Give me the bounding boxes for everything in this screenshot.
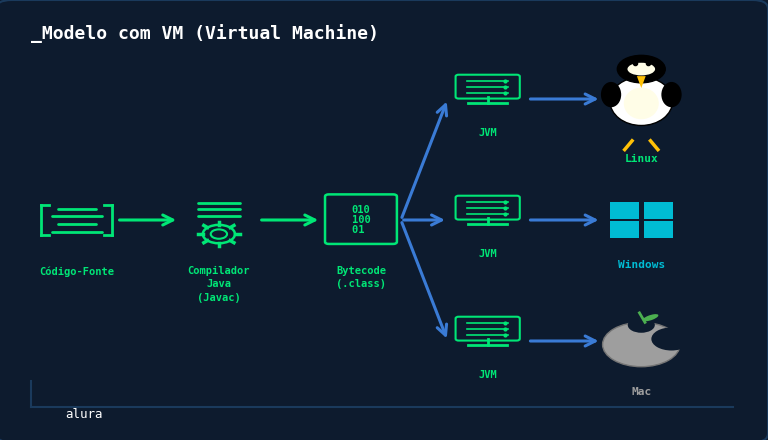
Text: Windows: Windows — [617, 260, 665, 270]
FancyBboxPatch shape — [644, 221, 673, 238]
Text: 01: 01 — [352, 225, 370, 235]
Circle shape — [627, 317, 655, 333]
FancyBboxPatch shape — [644, 202, 673, 219]
Text: 100: 100 — [352, 215, 370, 225]
Polygon shape — [637, 76, 646, 88]
Text: Compilador
Java
(Javac): Compilador Java (Javac) — [187, 266, 250, 303]
Text: JVM: JVM — [478, 370, 497, 380]
Text: Bytecode
(.class): Bytecode (.class) — [336, 266, 386, 290]
Circle shape — [617, 55, 665, 83]
FancyBboxPatch shape — [610, 202, 639, 219]
Text: Linux: Linux — [624, 154, 658, 164]
Text: alura: alura — [65, 408, 103, 421]
FancyBboxPatch shape — [610, 221, 639, 238]
Ellipse shape — [661, 82, 682, 107]
Circle shape — [603, 323, 680, 367]
Ellipse shape — [624, 88, 659, 119]
Ellipse shape — [643, 314, 658, 321]
Text: Mac: Mac — [631, 387, 651, 397]
Circle shape — [651, 327, 692, 351]
Text: Código-Fonte: Código-Fonte — [39, 266, 114, 277]
Text: 010: 010 — [352, 205, 370, 215]
Text: JVM: JVM — [478, 128, 497, 138]
Ellipse shape — [610, 77, 673, 125]
Ellipse shape — [601, 82, 621, 107]
Ellipse shape — [627, 63, 655, 75]
Text: _Modelo com VM (Virtual Machine): _Modelo com VM (Virtual Machine) — [31, 24, 379, 43]
Text: JVM: JVM — [478, 249, 497, 259]
